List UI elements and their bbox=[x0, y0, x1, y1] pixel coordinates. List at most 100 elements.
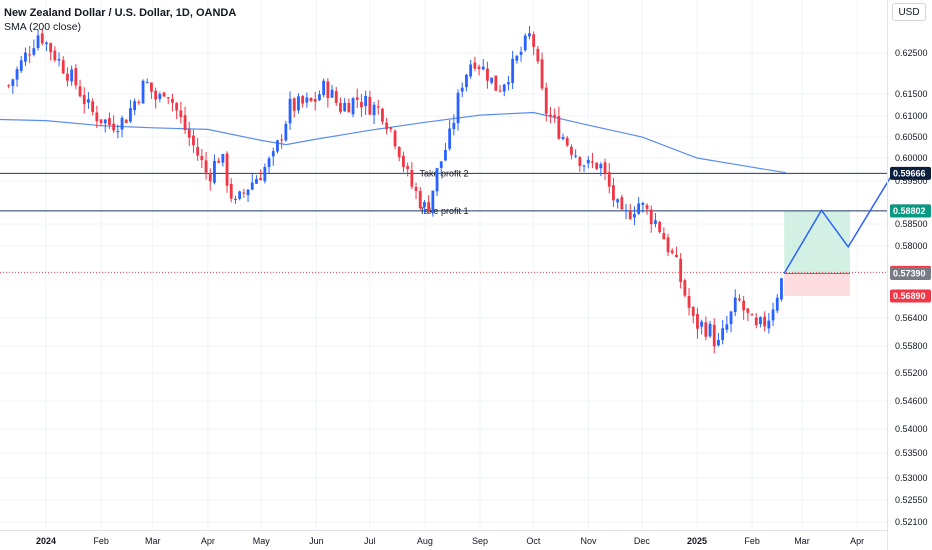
badge-label: 0.56890 bbox=[893, 291, 926, 301]
price-badge: 0.56890 bbox=[890, 289, 931, 303]
candle bbox=[670, 248, 674, 255]
candle-body bbox=[263, 167, 267, 182]
candle-body bbox=[654, 220, 657, 225]
symbol-title[interactable]: New Zealand Dollar / U.S. Dollar, 1D, OA… bbox=[4, 7, 237, 19]
candle-body bbox=[477, 66, 481, 69]
candle-body bbox=[133, 101, 137, 111]
candle-body bbox=[515, 55, 519, 61]
candle-body bbox=[578, 157, 582, 166]
candle-body bbox=[187, 129, 191, 138]
candle bbox=[200, 149, 204, 169]
take-profit-1-label: Take profit 1 bbox=[420, 206, 469, 216]
candle bbox=[679, 253, 683, 289]
candle-body bbox=[368, 96, 372, 115]
candle-body bbox=[633, 214, 636, 218]
candle-body bbox=[733, 297, 737, 313]
candle bbox=[322, 78, 326, 98]
candle-body bbox=[763, 316, 767, 327]
candle-body bbox=[309, 97, 313, 101]
candle bbox=[36, 29, 40, 51]
candle bbox=[99, 119, 103, 127]
candle bbox=[360, 93, 363, 117]
chart-header: New Zealand Dollar / U.S. Dollar, 1D, OA… bbox=[4, 6, 236, 34]
candle-body bbox=[45, 42, 48, 45]
candle bbox=[57, 52, 61, 67]
candle bbox=[255, 175, 258, 185]
candle-body bbox=[603, 162, 607, 174]
candle bbox=[108, 112, 111, 130]
candle-body bbox=[519, 51, 523, 55]
candle-body bbox=[19, 60, 23, 71]
candle-body bbox=[460, 87, 464, 92]
candle bbox=[49, 42, 53, 61]
candle bbox=[309, 97, 313, 103]
candle bbox=[473, 56, 477, 71]
candle bbox=[24, 47, 27, 67]
candle bbox=[339, 97, 342, 114]
candle-body bbox=[208, 172, 212, 182]
candle bbox=[746, 308, 750, 322]
candle bbox=[410, 162, 414, 190]
candle-body bbox=[74, 68, 78, 86]
candle bbox=[112, 115, 116, 133]
price-badge: 0.57390 bbox=[890, 266, 931, 280]
candle bbox=[544, 82, 548, 122]
candle bbox=[297, 93, 300, 114]
candle-body bbox=[351, 98, 355, 115]
candle bbox=[116, 124, 120, 139]
candle-body bbox=[662, 233, 666, 240]
price-tick-label: 0.53000 bbox=[895, 473, 928, 483]
candle-body bbox=[645, 205, 649, 209]
candle-body bbox=[767, 320, 771, 329]
candle-body bbox=[696, 313, 699, 329]
candle bbox=[343, 98, 347, 113]
candle-body bbox=[729, 311, 733, 325]
candle-body bbox=[192, 135, 195, 146]
candle bbox=[704, 316, 708, 341]
candle bbox=[250, 173, 254, 191]
candle bbox=[633, 206, 636, 226]
candle-body bbox=[360, 101, 363, 108]
candle-body bbox=[120, 117, 124, 130]
candle-body bbox=[318, 94, 321, 101]
candle-body bbox=[641, 202, 645, 205]
candle-body bbox=[700, 321, 704, 327]
candle bbox=[246, 189, 250, 203]
candle-body bbox=[40, 33, 44, 44]
candle-body bbox=[183, 115, 187, 131]
candle bbox=[103, 118, 107, 133]
candle-body bbox=[582, 165, 586, 167]
candle bbox=[28, 45, 32, 64]
candle bbox=[775, 294, 779, 314]
candle bbox=[490, 77, 494, 85]
indicator-legend[interactable]: SMA (200 close) bbox=[4, 21, 82, 33]
currency-button[interactable]: USD bbox=[892, 3, 926, 21]
candle-body bbox=[326, 81, 330, 99]
sma-200-line bbox=[0, 111, 786, 174]
candle bbox=[645, 203, 649, 215]
candle-body bbox=[481, 66, 485, 70]
candle bbox=[137, 99, 141, 105]
candle-body bbox=[435, 168, 439, 192]
candle-body bbox=[599, 164, 603, 169]
candle-body bbox=[385, 122, 389, 130]
candle bbox=[725, 315, 729, 333]
candle bbox=[502, 83, 506, 97]
badge-label: 0.58802 bbox=[893, 206, 926, 216]
candle-body bbox=[712, 324, 716, 347]
candle-body bbox=[544, 87, 548, 114]
projection-path bbox=[783, 173, 894, 274]
candle-body bbox=[389, 127, 393, 130]
candle-body bbox=[24, 52, 27, 62]
candle-body bbox=[301, 96, 305, 104]
candle-body bbox=[704, 322, 708, 337]
profit-zone bbox=[784, 211, 850, 274]
take-profit-2-label: Take profit 2 bbox=[420, 168, 469, 178]
candle bbox=[238, 190, 242, 201]
badge-bg bbox=[890, 166, 931, 180]
candle-body bbox=[288, 98, 292, 124]
candle bbox=[591, 152, 594, 169]
candle-body bbox=[175, 103, 179, 111]
candle-body bbox=[61, 60, 65, 74]
